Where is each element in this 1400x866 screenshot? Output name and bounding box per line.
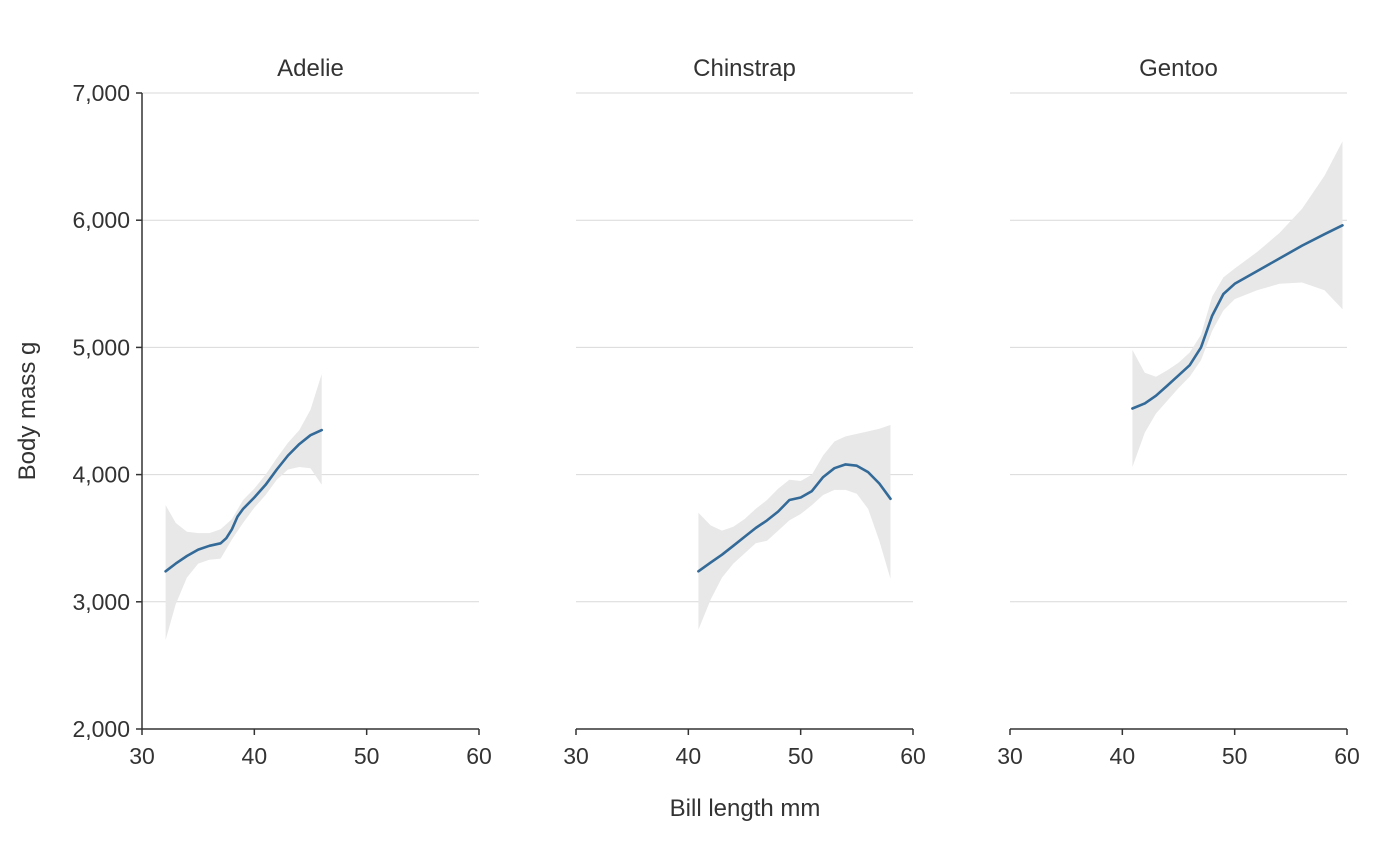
facet-gentoo: 30 40 50 60 Gentoo bbox=[997, 55, 1360, 769]
y-axis: 2,000 3,000 4,000 5,000 6,000 7,000 bbox=[72, 80, 143, 742]
x-tick-label: 40 bbox=[1110, 743, 1136, 769]
smooth-line-chinstrap bbox=[697, 463, 892, 573]
y-tick-label: 3,000 bbox=[72, 589, 130, 615]
y-tick-label: 7,000 bbox=[72, 80, 130, 106]
x-tick-label: 40 bbox=[676, 743, 702, 769]
x-tick-label: 60 bbox=[1334, 743, 1360, 769]
facet-title: Adelie bbox=[277, 55, 344, 82]
y-tick-label: 5,000 bbox=[72, 334, 130, 360]
y-tick-label: 4,000 bbox=[72, 462, 130, 488]
facet-title: Gentoo bbox=[1139, 55, 1218, 82]
y-tick-label: 6,000 bbox=[72, 207, 130, 233]
x-tick-label: 50 bbox=[1222, 743, 1248, 769]
x-tick-label: 60 bbox=[466, 743, 492, 769]
facet-chinstrap: 30 40 50 60 Chinstrap bbox=[563, 55, 926, 769]
smooth-line-gentoo bbox=[1131, 224, 1344, 410]
x-tick-label: 30 bbox=[129, 743, 155, 769]
x-tick-label: 40 bbox=[242, 743, 268, 769]
x-tick-label: 30 bbox=[563, 743, 589, 769]
facet-title: Chinstrap bbox=[693, 55, 796, 82]
x-tick-label: 50 bbox=[354, 743, 380, 769]
x-tick-label: 60 bbox=[900, 743, 926, 769]
y-tick-label: 2,000 bbox=[72, 716, 130, 742]
confidence-band-chinstrap bbox=[698, 425, 891, 630]
facet-adelie: 30 40 50 60 Adelie bbox=[129, 55, 492, 769]
confidence-band-gentoo bbox=[1132, 141, 1343, 468]
x-tick-label: 50 bbox=[788, 743, 814, 769]
smooth-line-adelie bbox=[164, 428, 324, 573]
x-axis-title: Bill length mm bbox=[670, 795, 821, 822]
x-tick-label: 30 bbox=[997, 743, 1023, 769]
y-axis-title: Body mass g bbox=[14, 342, 41, 481]
facet-panels: 30 40 50 60 Adelie 30 40 50 60 Chinstrap 30 40 50 60 G… bbox=[129, 55, 1360, 769]
